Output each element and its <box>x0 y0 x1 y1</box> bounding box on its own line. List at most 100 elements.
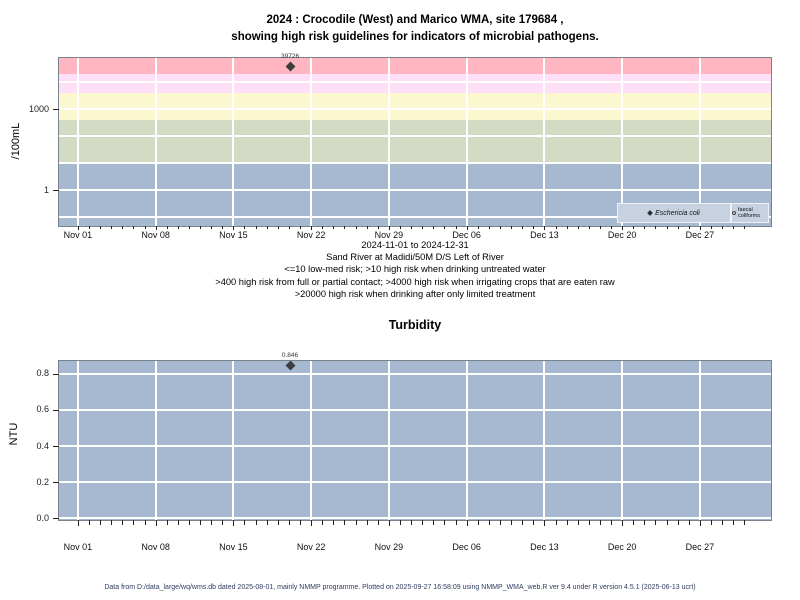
v-gridline <box>232 58 235 226</box>
x-axis-tick-label: Dec 13 <box>530 542 559 552</box>
date-range-label: 2024-11-01 to 2024-12-31 <box>361 240 469 250</box>
chart1-subtitle-block: 2024-11-01 to 2024-12-31 Sand River at M… <box>58 239 772 300</box>
x-axis-minor-tick <box>711 520 713 525</box>
x-axis-minor-tick <box>566 226 568 229</box>
x-axis-minor-tick <box>522 520 524 525</box>
x-axis-minor-tick <box>100 520 102 525</box>
risk-band <box>59 93 771 121</box>
x-axis-tick-label: Dec 06 <box>452 230 481 240</box>
y-axis-tick-label: 0.0 <box>36 512 49 523</box>
risk-band <box>59 120 771 164</box>
x-axis-major-tick <box>388 226 390 230</box>
x-axis-minor-tick <box>111 520 113 525</box>
x-axis-minor-tick <box>733 226 735 229</box>
x-axis-minor-tick <box>122 520 124 525</box>
x-axis-major-tick <box>622 226 624 230</box>
v-gridline <box>465 58 468 226</box>
y-axis-tick-label: 1000 <box>28 103 49 114</box>
x-axis-minor-tick <box>444 520 446 525</box>
x-axis-minor-tick <box>288 226 290 229</box>
v-gridline <box>154 361 157 520</box>
x-axis-minor-tick <box>177 520 179 525</box>
x-axis-major-tick <box>699 520 701 526</box>
x-axis-minor-tick <box>555 520 557 525</box>
x-axis-minor-tick <box>100 226 102 229</box>
x-axis-minor-tick <box>444 226 446 229</box>
x-axis-major-tick <box>311 520 313 526</box>
x-axis-minor-tick <box>288 520 290 525</box>
h-gridline <box>59 372 771 375</box>
turbidity-title: Turbidity <box>388 318 442 332</box>
x-axis-major-tick <box>311 226 313 230</box>
data-point-label: 0.846 <box>281 352 299 360</box>
y-axis-tick <box>53 373 59 375</box>
x-axis-minor-tick <box>400 520 401 525</box>
x-axis-minor-tick <box>355 520 357 525</box>
data-point-label: 39726 <box>280 52 300 60</box>
x-axis-minor-tick <box>244 520 246 525</box>
x-axis-minor-tick <box>644 226 646 229</box>
y-axis-tick <box>53 409 59 411</box>
h-gridline <box>59 108 771 111</box>
h-gridline <box>59 445 771 448</box>
x-axis-minor-tick <box>300 520 302 525</box>
x-axis-minor-tick <box>255 520 257 525</box>
x-axis-minor-tick <box>477 226 479 229</box>
x-axis-tick-label: Nov 08 <box>141 230 170 240</box>
x-axis-minor-tick <box>577 520 579 525</box>
x-axis-minor-tick <box>499 226 501 229</box>
v-gridline <box>154 58 157 226</box>
y-axis-tick <box>53 482 59 484</box>
data-point-marker <box>285 360 295 371</box>
x-axis-minor-tick <box>433 226 435 229</box>
y-axis-tick <box>53 446 59 448</box>
x-axis-major-tick <box>155 226 157 230</box>
y-axis-tick-label: 1 <box>43 184 49 195</box>
x-axis-tick-label: Nov 01 <box>63 542 93 552</box>
x-axis-minor-tick <box>266 520 268 525</box>
legend-item-label: Eschericia coli <box>655 209 700 217</box>
v-gridline <box>543 361 546 520</box>
turbidity-chart-plot-area: Nov 01 Nov 08 Nov 15 Nov 22 Nov 29 Dec 06 Dec … <box>36 352 772 552</box>
x-axis-tick-label: Nov 29 <box>374 542 404 552</box>
v-gridline <box>310 58 313 226</box>
x-axis-minor-tick <box>88 520 90 525</box>
legend-item: faecal coliforms <box>731 203 769 223</box>
v-gridline <box>698 361 701 520</box>
h-gridline <box>59 81 771 84</box>
x-axis-minor-tick <box>144 520 146 525</box>
x-axis-minor-tick <box>355 226 357 229</box>
x-axis-major-tick <box>622 520 624 526</box>
x-axis-major-tick <box>155 520 157 526</box>
x-axis-tick-label: Nov 15 <box>219 230 248 240</box>
x-axis-minor-tick <box>655 226 657 229</box>
x-axis-minor-tick <box>344 520 346 525</box>
x-axis-minor-tick <box>722 520 724 525</box>
x-axis-tick-label: Nov 22 <box>296 230 326 240</box>
x-axis-minor-tick <box>733 520 735 525</box>
microbial-chart-plot-area: Nov 01 Nov 08 Nov 15 Nov 22 Nov 29 Dec 06 Dec … <box>29 53 772 240</box>
x-axis-major-tick <box>388 520 390 526</box>
x-axis-minor-tick <box>611 226 613 229</box>
h-gridline <box>59 135 771 138</box>
y-axis-tick-label: 0.2 <box>36 476 49 487</box>
x-axis-minor-tick <box>144 226 146 229</box>
y-axis-tick <box>53 190 59 192</box>
footer-note: Data from D:/data_large/wq/wms.db dated … <box>104 584 696 591</box>
x-axis-minor-tick <box>188 520 190 525</box>
x-axis-minor-tick <box>477 520 479 525</box>
y-axis-tick-label: 0.8 <box>36 368 49 379</box>
x-axis-tick-label: Dec 13 <box>530 230 559 240</box>
page-title: 2024 : Crocodile (West) and Marico WMA, … <box>58 12 772 46</box>
x-axis-minor-tick <box>666 520 668 525</box>
x-axis-minor-tick <box>666 226 668 229</box>
x-axis-minor-tick <box>422 520 424 525</box>
legend-item-label: faecal coliforms <box>738 207 761 219</box>
v-gridline <box>387 58 390 226</box>
x-axis-minor-tick <box>677 520 679 525</box>
x-axis-minor-tick <box>133 226 135 229</box>
x-axis-tick-label: Dec 06 <box>452 542 481 552</box>
x-axis-tick-label: Dec 27 <box>685 230 715 240</box>
x-axis-minor-tick <box>633 226 635 229</box>
x-axis-minor-tick <box>333 520 335 525</box>
